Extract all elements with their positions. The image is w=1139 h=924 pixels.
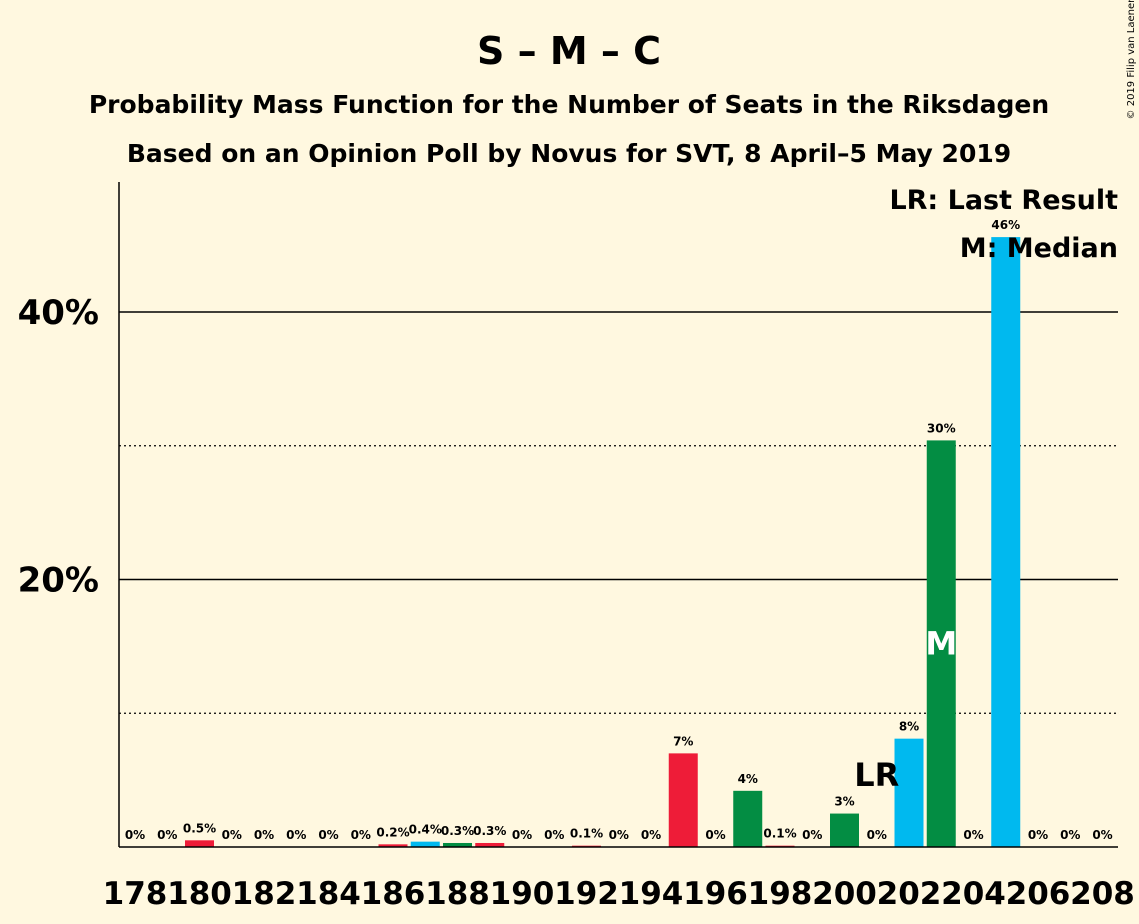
value-label-190: 0%: [512, 828, 532, 842]
value-label-204: 0%: [963, 828, 983, 842]
value-label-200: 3%: [834, 795, 854, 809]
bar-186: [378, 844, 408, 847]
chart-title: S – M – C: [477, 29, 661, 73]
legend-median: M: Median: [960, 233, 1118, 264]
value-label-208: 0%: [1092, 828, 1112, 842]
value-label-206: 0%: [1028, 828, 1048, 842]
axes: [118, 182, 1118, 848]
x-tick-label-186: 186: [361, 876, 426, 912]
x-tick-label-204: 204: [941, 876, 1006, 912]
value-label-178: 0%: [125, 828, 145, 842]
x-tick-label-180: 180: [167, 876, 232, 912]
y-tick-labels: 20% 40%: [18, 293, 99, 601]
value-label-197: 4%: [738, 772, 758, 786]
value-label-193: 0%: [609, 828, 629, 842]
value-labels: 0% 0% 0.5% 0% 0% 0% 0% 0% 0.2%0.4%0.3%0.3% 0% 0% 0.…: [125, 218, 1113, 842]
median-marker: M: [925, 625, 957, 663]
bar-189: [475, 842, 505, 847]
chart-subtitle-1: Probability Mass Function for the Number…: [89, 90, 1049, 119]
value-label-188: 0.3%: [441, 824, 474, 838]
y-tick-label-40: 40%: [18, 293, 99, 333]
value-label-181: 0%: [222, 828, 242, 842]
value-label-199: 0%: [802, 828, 822, 842]
y-tick-label-20: 20%: [18, 561, 99, 601]
chart-subtitle-2: Based on an Opinion Poll by Novus for SV…: [127, 139, 1011, 168]
value-label-182: 0%: [254, 828, 274, 842]
last-result-marker: LR: [854, 756, 899, 794]
gridlines: [119, 311, 1118, 714]
value-label-179: 0%: [157, 828, 177, 842]
value-label-202: 8%: [899, 720, 919, 734]
value-label-183: 0%: [286, 828, 306, 842]
bar-202: [894, 738, 924, 847]
x-tick-label-194: 194: [619, 876, 684, 912]
bar-187: [410, 841, 440, 847]
x-tick-label-198: 198: [748, 876, 813, 912]
bar-195: [668, 753, 698, 847]
value-label-201: 0%: [867, 828, 887, 842]
x-tick-label-196: 196: [683, 876, 748, 912]
value-label-196: 0%: [705, 828, 725, 842]
x-tick-label-206: 206: [1006, 876, 1071, 912]
value-label-189: 0.3%: [473, 824, 506, 838]
legend-last-result: LR: Last Result: [889, 185, 1118, 216]
value-label-195: 7%: [673, 734, 693, 748]
value-label-192: 0.1%: [570, 827, 603, 841]
value-label-203: 30%: [927, 421, 956, 435]
x-tick-label-202: 202: [877, 876, 942, 912]
value-label-207: 0%: [1060, 828, 1080, 842]
bar-203: [926, 440, 956, 847]
x-tick-labels: 178 180 182 184 186 188 190 192 194 196 198 200 202 2…: [103, 876, 1135, 912]
bar-200: [830, 813, 859, 847]
bar-197: [733, 790, 763, 847]
value-label-184: 0%: [318, 828, 338, 842]
copyright-credit: © 2019 Filip van Laenen: [1126, 0, 1137, 119]
x-tick-label-188: 188: [425, 876, 490, 912]
x-tick-label-184: 184: [296, 876, 361, 912]
value-label-186: 0.2%: [376, 825, 409, 839]
x-tick-label-190: 190: [490, 876, 555, 912]
bar-series: [185, 237, 1021, 848]
bar-188: [443, 842, 472, 847]
value-label-185: 0%: [351, 828, 371, 842]
result-markers: LR M: [854, 625, 957, 794]
value-label-205: 46%: [991, 218, 1020, 232]
x-tick-label-208: 208: [1070, 876, 1135, 912]
value-label-194: 0%: [641, 828, 661, 842]
x-tick-label-182: 182: [232, 876, 297, 912]
value-label-198: 0.1%: [763, 827, 796, 841]
x-tick-label-192: 192: [554, 876, 619, 912]
value-label-180: 0.5%: [183, 821, 216, 835]
value-label-187: 0.4%: [409, 823, 442, 837]
x-tick-label-178: 178: [103, 876, 168, 912]
x-tick-label-200: 200: [812, 876, 877, 912]
bar-180: [185, 840, 214, 847]
value-label-191: 0%: [544, 828, 564, 842]
bar-205: [991, 237, 1021, 848]
